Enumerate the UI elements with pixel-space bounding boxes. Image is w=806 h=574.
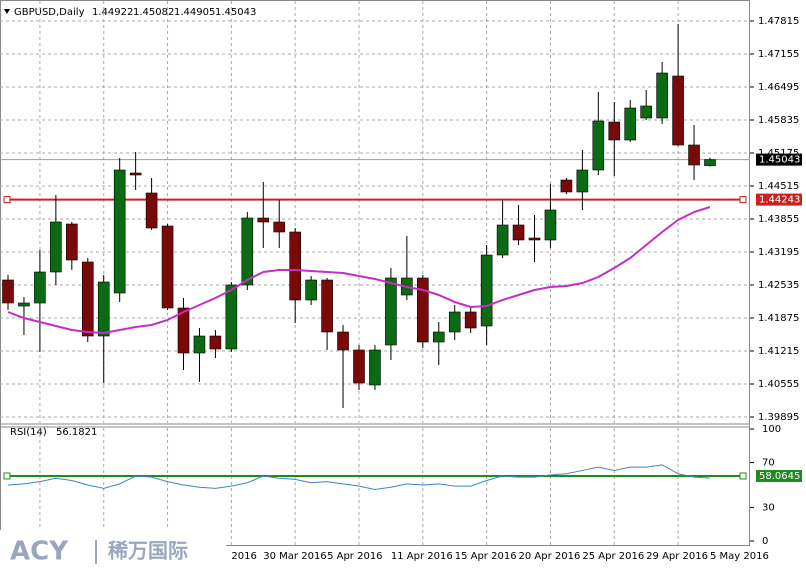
candle-body [241, 217, 254, 286]
y-tick-label: 1.42535 [758, 280, 799, 291]
candle-body [257, 217, 270, 223]
candle-body [656, 72, 668, 119]
candle-body [225, 284, 238, 350]
candle-body [81, 261, 94, 337]
candle-body [544, 209, 557, 241]
candle-body [432, 331, 445, 343]
candle-body [97, 281, 110, 337]
y-tick-label: 30 [762, 502, 775, 513]
candle-body [592, 120, 605, 171]
y-tick-label: 1.45175 [758, 148, 799, 159]
x-tick-label: 5 Apr 2016 [327, 551, 382, 562]
candle-body [672, 75, 684, 146]
y-tick-label: 1.39895 [758, 412, 799, 423]
x-tick-label: 11 Apr 2016 [391, 551, 453, 562]
candle-body [177, 307, 190, 354]
y-tick-label: 1.46495 [758, 82, 799, 93]
plot-frame [0, 0, 750, 546]
candle-body [66, 223, 78, 261]
symbol-title: GBPUSD,Daily [14, 7, 85, 18]
candle-body [464, 311, 477, 329]
candle-body [289, 231, 301, 301]
y-tick-label: 1.41215 [758, 346, 799, 357]
x-tick-label: 20 Apr 2016 [519, 551, 581, 562]
ohlc-low: 1.44905 [174, 7, 215, 18]
candle-body [145, 192, 158, 229]
level-handle [739, 472, 747, 480]
level-price-label-box [756, 193, 802, 206]
y-tick-label: 1.40555 [758, 379, 799, 390]
y-tick-label: 1.41875 [758, 313, 799, 324]
current-price-label: 1.45043 [759, 155, 800, 166]
header-arrow [4, 9, 10, 14]
ohlc-high: 1.45082 [133, 7, 174, 18]
candle-body [209, 335, 222, 350]
y-tick-label: 0 [762, 536, 768, 547]
x-tick-label: 30 Mar 2016 [263, 551, 326, 562]
ohlc-close: 1.45043 [215, 7, 256, 18]
candle-body [576, 169, 589, 193]
candle-body [512, 224, 525, 241]
candle-body [385, 277, 397, 346]
candle-body [161, 225, 174, 309]
candle-body [496, 224, 509, 256]
x-tick-label: 29 Apr 2016 [646, 551, 708, 562]
rsi-title: RSI(14) [10, 427, 47, 438]
moving-average [7, 206, 711, 335]
current-price-label-box [756, 153, 802, 166]
candle-body [34, 271, 46, 304]
y-tick-label: 100 [762, 424, 781, 435]
candle-body [353, 349, 365, 384]
candle-body [640, 105, 652, 119]
logo-background [0, 530, 226, 574]
candle-body [50, 221, 62, 273]
ohlc-open: 1.44922 [92, 7, 133, 18]
y-tick-label: 1.43195 [758, 247, 799, 258]
rsi-level-label: 58.0645 [759, 471, 800, 482]
candle-body [624, 107, 637, 141]
candle-body [113, 169, 126, 294]
y-tick-label: 1.47815 [758, 16, 799, 27]
y-tick-label: 1.47155 [758, 49, 799, 60]
x-tick-label: 25 Apr 2016 [582, 551, 644, 562]
candle-body [608, 121, 621, 141]
rsi-value: 56.1821 [56, 427, 97, 438]
x-tick-label: 15 Apr 2016 [455, 551, 517, 562]
candle-body [704, 159, 716, 166]
candle-body [480, 254, 493, 327]
level-price-label: 1.44243 [759, 195, 800, 206]
candle-body [448, 311, 461, 333]
candle-body [2, 279, 14, 304]
logo-brand: ACY [10, 537, 69, 567]
candle-body [129, 172, 142, 176]
level-handle [3, 196, 11, 204]
candle-body [688, 144, 700, 166]
candle-body [417, 277, 429, 343]
x-tick-label: 2016 [231, 551, 256, 562]
candle-body [369, 349, 381, 386]
y-tick-label: 1.43855 [758, 214, 799, 225]
y-tick-label: 70 [762, 458, 775, 469]
candle-body [560, 179, 573, 193]
candle-body [18, 302, 30, 307]
candle-body [337, 331, 349, 351]
candle-body [321, 279, 333, 333]
y-tick-label: 1.45835 [758, 115, 799, 126]
candle-body [528, 237, 541, 241]
logo-name: 稀万国际 [108, 539, 188, 563]
candle-body [193, 335, 206, 354]
level-handle [739, 196, 747, 204]
x-tick-label: 5 May 2016 [710, 551, 769, 562]
level-handle [3, 472, 11, 480]
rsi-line [7, 464, 711, 490]
rsi-level-label-box [756, 469, 802, 482]
candle-body [273, 221, 286, 233]
y-tick-label: 1.44515 [758, 181, 799, 192]
candle-body [305, 279, 317, 301]
